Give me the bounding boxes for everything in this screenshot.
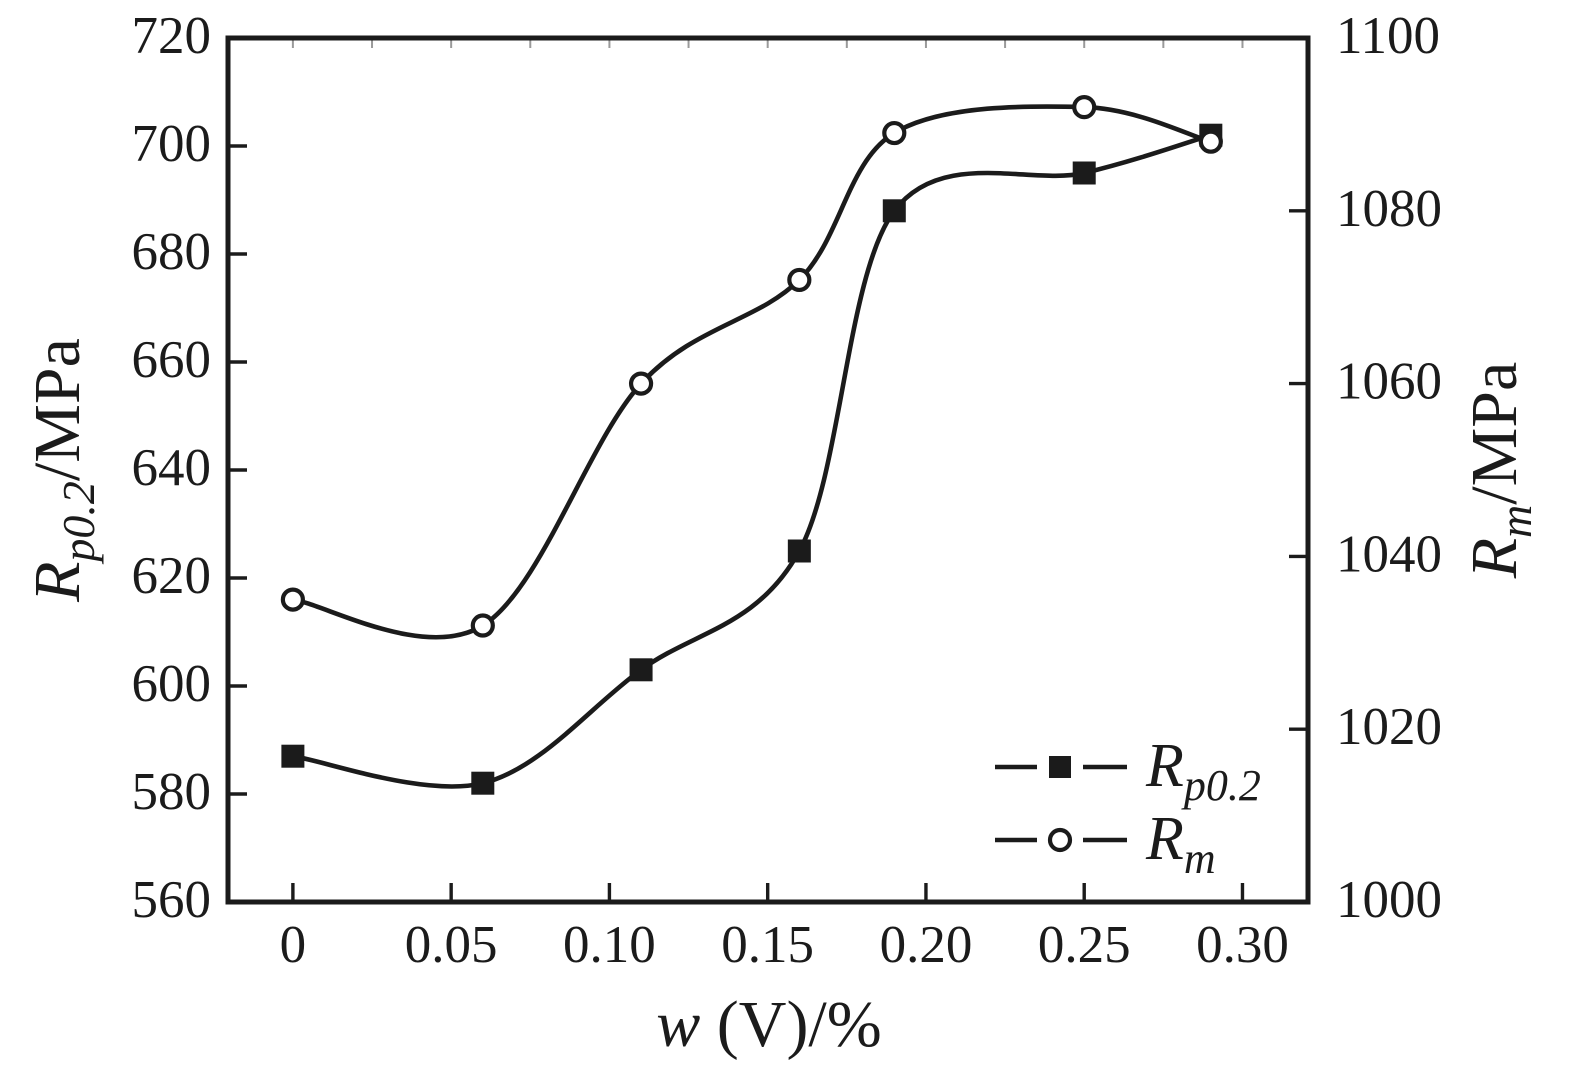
right-axis-tick-labels: 1100 1080 1060 1040 1020 1000 <box>1336 7 1442 929</box>
left-tick-label: 700 <box>132 115 212 173</box>
right-axis-title: Rm/MPa <box>1458 362 1541 580</box>
series-Rp0.2 <box>281 123 1223 795</box>
x-tick-label: 0.30 <box>1196 916 1289 974</box>
left-axis-title: Rp0.2/MPa <box>21 338 104 603</box>
left-tick-label: 640 <box>132 439 212 497</box>
circle-marker <box>1047 827 1073 853</box>
x-tick-label: 0 <box>280 916 307 974</box>
series-curve <box>290 104 1214 640</box>
series-curve <box>290 132 1214 789</box>
square-marker <box>787 539 811 563</box>
x-tick-label: 0.20 <box>880 916 973 974</box>
left-axis-ticks <box>230 36 247 904</box>
left-tick-label: 720 <box>132 7 212 65</box>
legend-label: Rp0.2 <box>1145 732 1261 810</box>
x-tick-label: 0.10 <box>563 916 656 974</box>
circle-marker <box>628 371 654 396</box>
circle-marker <box>1198 129 1223 154</box>
legend-label: Rm <box>1145 805 1216 883</box>
square-marker <box>471 771 495 795</box>
x-tick-label: 0.25 <box>1038 916 1131 974</box>
square-marker <box>1072 161 1096 185</box>
legend-entry-Rp0.2: Rp0.2 <box>995 732 1261 810</box>
circle-marker <box>787 267 812 293</box>
square-marker <box>882 199 906 223</box>
left-tick-label: 660 <box>132 331 212 389</box>
x-axis-title: w (V)/% <box>656 988 881 1061</box>
x-tick-label: 0.05 <box>405 916 498 974</box>
left-tick-label: 580 <box>132 763 212 821</box>
series-curves-and-markers <box>280 95 1223 795</box>
right-tick-label: 1100 <box>1336 7 1440 65</box>
right-tick-label: 1000 <box>1336 871 1442 929</box>
circle-marker <box>882 120 907 146</box>
legend-entry-Rm: Rm <box>995 805 1216 883</box>
circle-marker <box>1072 95 1097 120</box>
left-tick-label: 620 <box>132 547 212 605</box>
square-marker <box>1049 756 1071 778</box>
top-minor-ticks <box>291 40 1244 48</box>
square-marker <box>629 658 653 682</box>
square-marker <box>281 744 305 768</box>
left-tick-label: 600 <box>132 655 212 713</box>
right-tick-label: 1020 <box>1336 698 1442 756</box>
circle-marker <box>470 613 495 638</box>
right-tick-label: 1040 <box>1336 525 1442 583</box>
right-tick-label: 1080 <box>1336 180 1442 238</box>
left-tick-label: 680 <box>132 223 212 281</box>
x-axis-tick-labels: 0 0.05 0.10 0.15 0.20 0.25 0.30 <box>280 916 1289 974</box>
right-tick-label: 1060 <box>1336 353 1442 411</box>
circle-marker <box>280 587 305 612</box>
series-Rm <box>280 95 1223 640</box>
right-axis-ticks <box>1289 36 1306 904</box>
x-tick-label: 0.15 <box>721 916 814 974</box>
left-tick-label: 560 <box>132 871 212 929</box>
left-axis-tick-labels: 720 700 680 660 640 620 600 580 560 <box>132 7 212 929</box>
x-axis-ticks <box>291 883 1245 900</box>
legend: Rp0.2Rm <box>995 732 1261 883</box>
plot-border <box>225 35 1311 905</box>
